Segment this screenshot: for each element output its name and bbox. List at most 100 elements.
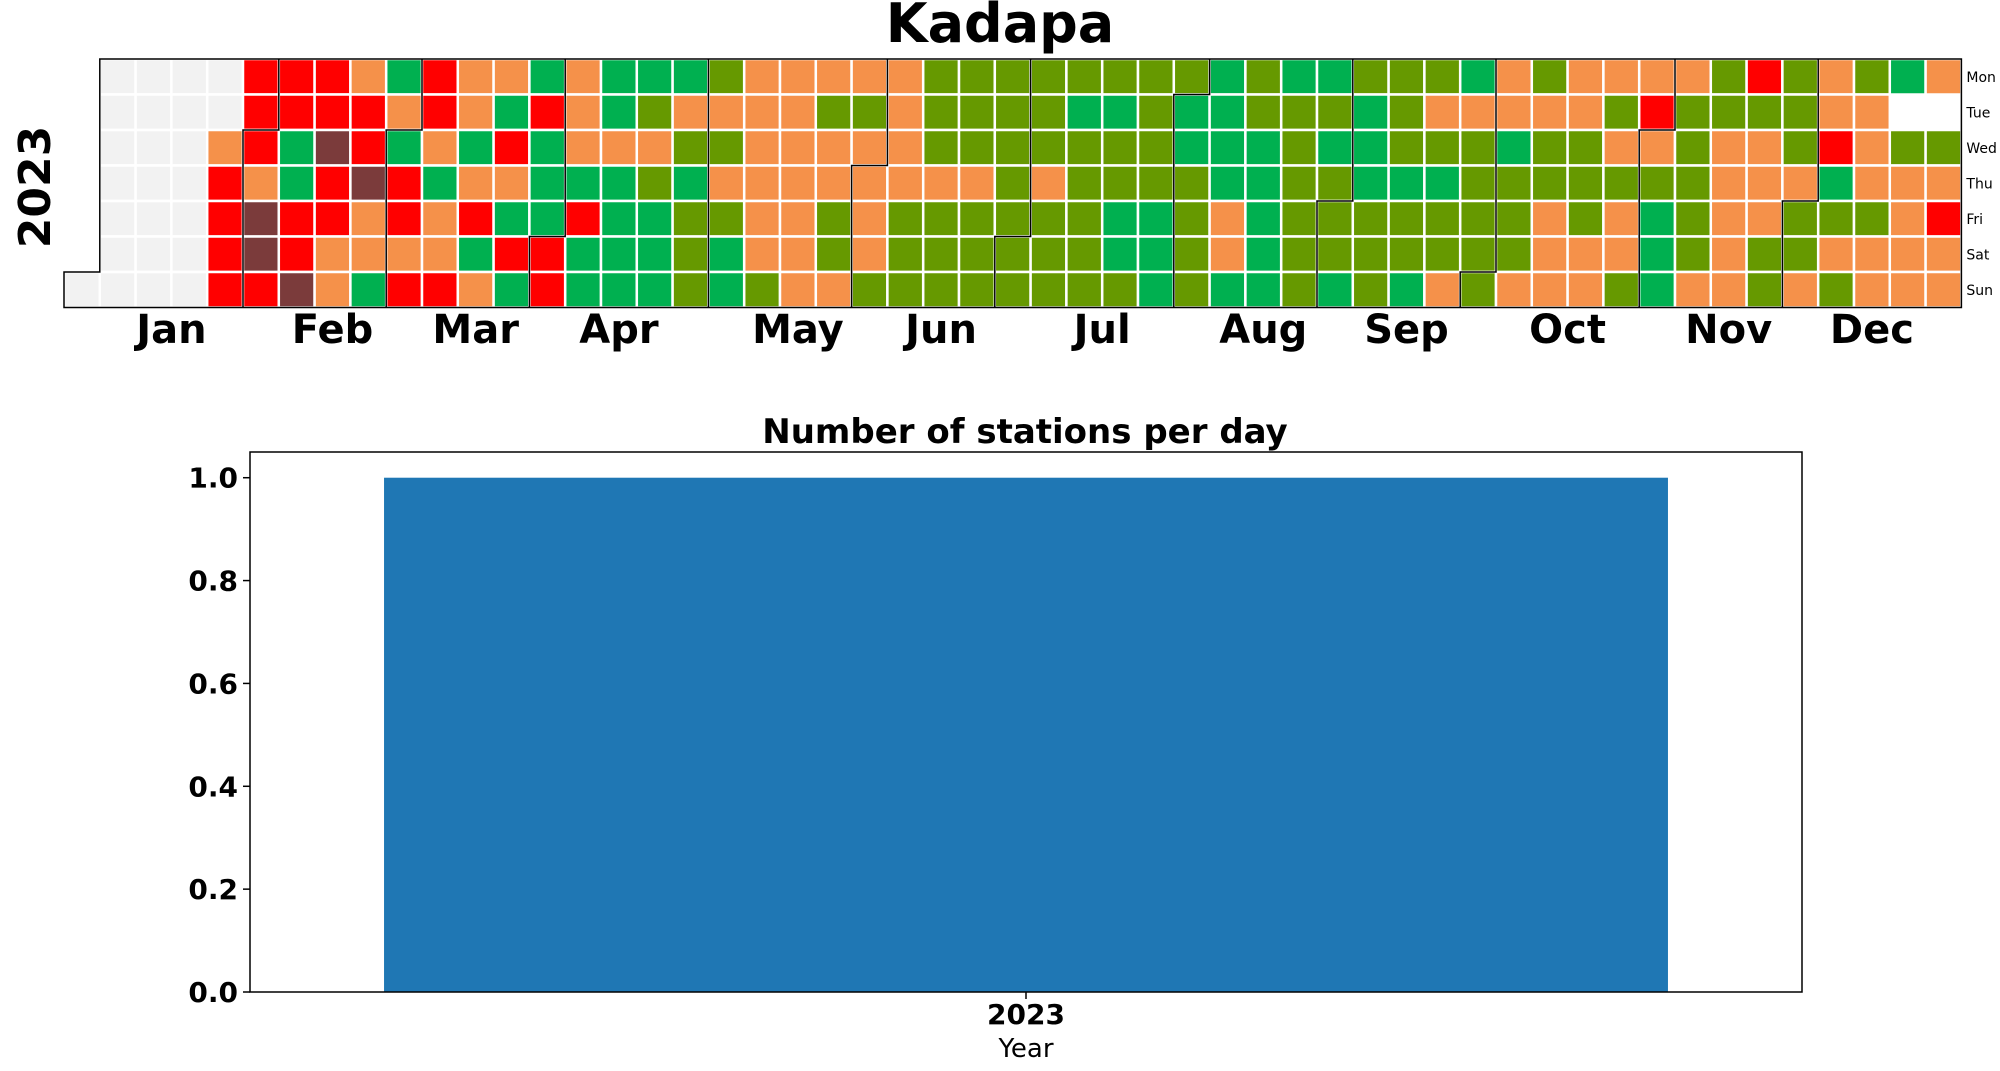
calendar-day-cell — [456, 93, 495, 132]
calendar-day-cell — [98, 164, 137, 203]
calendar-day-cell — [1494, 93, 1534, 132]
month-label: Dec — [1830, 307, 1914, 353]
month-label: Apr — [579, 307, 659, 353]
calendar-day-cell — [1888, 235, 1927, 274]
calendar-day-cell — [993, 128, 1032, 167]
calendar-day-cell — [1924, 199, 1963, 238]
y-tick-label: 0.2 — [188, 873, 238, 906]
calendar-month-outlines — [63, 58, 1963, 309]
calendar-day-cell — [205, 235, 245, 274]
calendar-day-cell — [993, 164, 1032, 203]
calendar-day-cell — [134, 128, 173, 167]
calendar-day-cell — [1637, 199, 1677, 238]
bar-x-axis: 2023 — [987, 992, 1065, 1031]
calendar-day-cell — [1423, 93, 1462, 132]
calendar-day-cell — [1351, 235, 1390, 274]
calendar-day-cell — [707, 164, 746, 203]
calendar-day-cell — [1816, 270, 1856, 309]
calendar-weekday-labels: Mon Tue Wed Thu Fri Sat Sun — [1965, 70, 1997, 299]
month-boundary — [1459, 59, 1497, 308]
bar-chart: Number of stations per day 0.00.20.40.60… — [188, 412, 1803, 1064]
calendar-day-cell — [1494, 199, 1534, 238]
calendar-day-cell — [1924, 235, 1963, 274]
calendar-day-cell — [599, 199, 639, 238]
calendar-day-cell — [492, 235, 531, 274]
calendar-day-cell — [1387, 93, 1426, 132]
calendar-day-cell — [1351, 128, 1390, 167]
calendar-day-cell — [1315, 199, 1355, 238]
calendar-day-cell — [1566, 199, 1605, 238]
calendar-day-cell — [599, 164, 639, 203]
calendar-day-cell — [241, 93, 281, 132]
calendar-day-cell — [707, 235, 746, 274]
calendar-day-cell — [1351, 164, 1390, 203]
month-label: Sep — [1364, 307, 1449, 353]
calendar-day-cell — [957, 164, 997, 203]
calendar-day-cell — [98, 270, 137, 309]
calendar-day-cell — [134, 164, 173, 203]
calendar-day-cell — [98, 57, 137, 96]
calendar-day-cell — [886, 199, 925, 238]
calendar-day-cell — [993, 57, 1032, 96]
bar-marks — [384, 477, 1668, 992]
calendar-day-cell — [1494, 270, 1534, 309]
calendar-day-cell — [1244, 199, 1283, 238]
calendar-day-cell — [1709, 199, 1748, 238]
calendar-day-cell — [814, 199, 853, 238]
calendar-day-cell — [1781, 57, 1820, 96]
calendar-day-cell — [134, 199, 173, 238]
calendar-day-cell — [1530, 235, 1569, 274]
calendar-day-cell — [1924, 270, 1963, 309]
calendar-day-cell — [1637, 128, 1677, 167]
calendar-day-cell — [1244, 128, 1283, 167]
calendar-day-cell — [456, 128, 495, 167]
calendar-day-cell — [707, 199, 746, 238]
calendar-day-cell — [349, 199, 388, 238]
calendar-day-cell — [1530, 128, 1569, 167]
calendar-day-cell — [886, 164, 925, 203]
calendar-day-cell — [1029, 235, 1068, 274]
calendar-day-cell — [1387, 57, 1426, 96]
calendar-day-cell — [635, 270, 674, 309]
calendar-day-cell — [1816, 128, 1856, 167]
calendar-day-cell — [1423, 199, 1462, 238]
calendar-year-outline — [63, 58, 1963, 309]
calendar-day-cell — [635, 57, 674, 96]
calendar-cells — [62, 57, 1963, 309]
calendar-day-cell — [170, 164, 209, 203]
calendar-day-cell — [1065, 235, 1104, 274]
calendar-day-cell — [1673, 93, 1713, 132]
y-tick-label: 0.4 — [188, 770, 238, 803]
calendar-day-cell — [1816, 93, 1856, 132]
calendar-day-cell — [814, 128, 853, 167]
calendar-day-cell — [205, 270, 245, 309]
calendar-day-cell — [707, 270, 746, 309]
calendar-day-cell — [1673, 270, 1713, 309]
month-label: Feb — [292, 307, 373, 353]
calendar-day-cell — [1888, 199, 1927, 238]
calendar-day-cell — [1279, 199, 1319, 238]
calendar-day-cell — [635, 235, 674, 274]
calendar-day-cell — [384, 270, 424, 309]
calendar-day-cell — [814, 164, 853, 203]
calendar-day-cell — [1458, 128, 1498, 167]
calendar-day-cell — [1637, 57, 1677, 96]
month-label: May — [752, 307, 844, 353]
calendar-day-cell — [1315, 164, 1355, 203]
calendar-day-cell — [1852, 199, 1892, 238]
calendar-day-cell — [384, 235, 424, 274]
calendar-day-cell — [1602, 93, 1641, 132]
bar — [384, 477, 1668, 992]
calendar-day-cell — [850, 128, 889, 167]
calendar-day-cell — [492, 128, 531, 167]
calendar-day-cell — [671, 128, 710, 167]
month-boundary — [994, 59, 1032, 308]
calendar-day-cell — [957, 93, 997, 132]
weekday-label: Sat — [1966, 247, 1989, 263]
calendar-day-cell — [1315, 270, 1355, 309]
calendar-day-cell — [1816, 235, 1856, 274]
calendar-day-cell — [1029, 93, 1068, 132]
calendar-day-cell — [1208, 199, 1247, 238]
calendar-day-cell — [957, 199, 997, 238]
calendar-day-cell — [707, 93, 746, 132]
